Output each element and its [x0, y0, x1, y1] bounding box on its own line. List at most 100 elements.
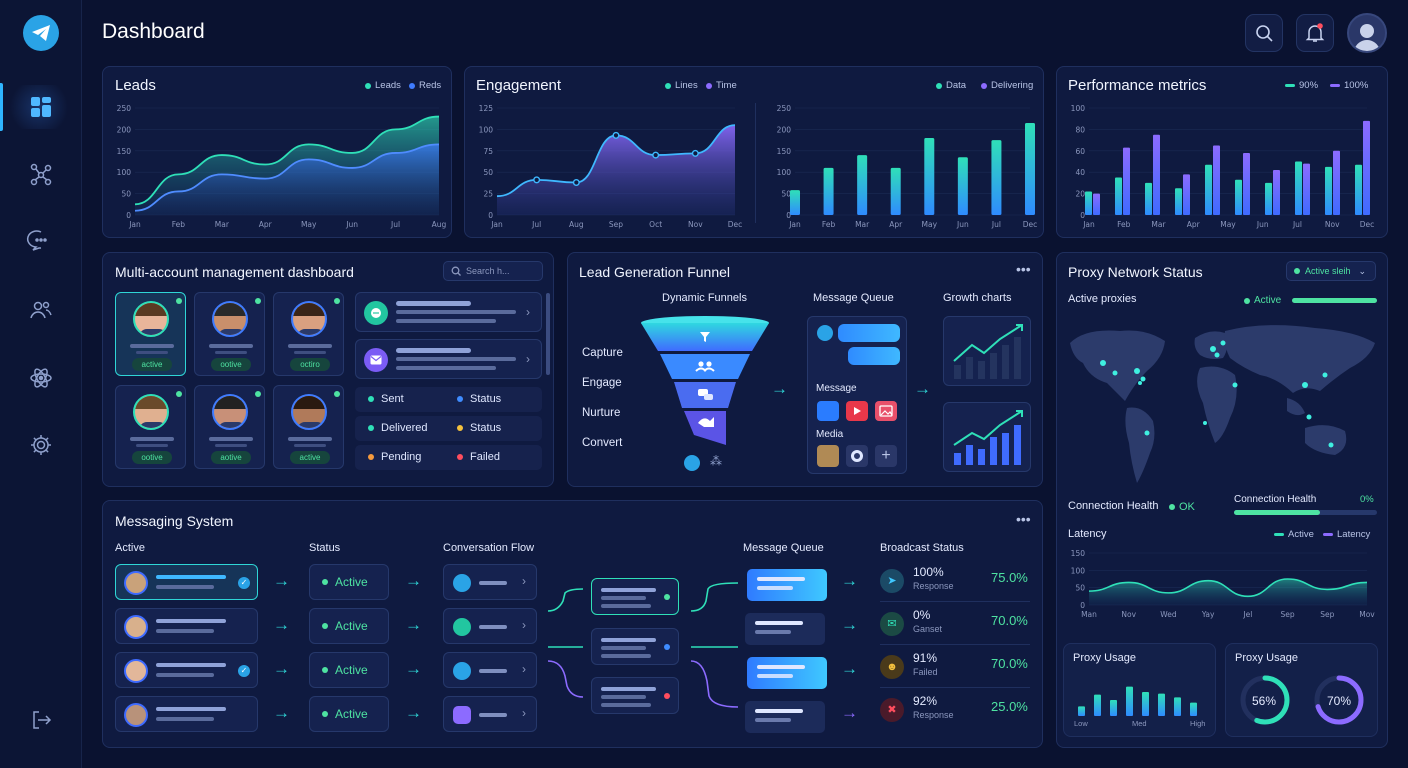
performance-bar-100 — [1213, 145, 1220, 215]
proxy-usage-bar — [1094, 694, 1101, 716]
perf-ytick: 40 — [1075, 168, 1085, 177]
arrow-icon: → — [405, 659, 422, 678]
arrow-icon: → — [405, 615, 422, 634]
nav-users-icon[interactable] — [0, 286, 82, 334]
eng-bar-xtick: Jul — [991, 220, 1001, 229]
broadcast-status-icon: ✖ — [880, 698, 904, 722]
account-status-badge: active — [290, 451, 330, 464]
account-card[interactable]: octiro — [273, 292, 344, 376]
notification-bell-icon[interactable] — [1296, 14, 1334, 52]
col-active: Active — [115, 542, 145, 554]
telegram-logo-icon[interactable] — [23, 15, 59, 51]
funnel-stage-nurture: Nurture — [582, 407, 621, 419]
more-options-icon[interactable]: ••• — [1016, 511, 1031, 527]
add-media-icon[interactable]: + — [875, 445, 897, 467]
nav-logout-icon[interactable] — [0, 696, 82, 744]
broadcast-pct: 70.0% — [991, 656, 1028, 671]
eng-bar-xtick: Dec — [1023, 220, 1038, 229]
status-text: Active — [335, 707, 368, 721]
eng-bar-xtick: Jun — [956, 220, 969, 229]
engagement-point — [612, 131, 620, 139]
proxy-usage-donut-card: Proxy Usage 56% 70% — [1225, 643, 1378, 737]
arrow-icon: → — [841, 571, 858, 590]
funnel-col-growth: Growth charts — [943, 292, 1012, 304]
broadcast-sub: Response — [913, 581, 954, 591]
eng-line-ytick: 125 — [479, 104, 494, 113]
message-card-2[interactable]: › — [355, 339, 542, 379]
world-map — [1070, 325, 1375, 483]
perf-xtick: Jul — [1292, 220, 1302, 229]
latency-xtick: Jel — [1242, 610, 1252, 619]
engagement-bar — [924, 137, 935, 215]
latency-xtick: Yay — [1201, 610, 1215, 619]
flow-node-1[interactable] — [591, 578, 679, 615]
arrow-icon: → — [273, 571, 290, 590]
chevron-right-icon: › — [526, 352, 530, 366]
chevron-right-icon: › — [522, 574, 526, 588]
active-user-row[interactable]: ✓ — [115, 652, 258, 688]
scrollbar[interactable] — [546, 293, 550, 375]
engagement-legend-delivering: Delivering — [981, 80, 1033, 91]
conversation-flow-item[interactable]: › — [443, 696, 537, 732]
nav-network-icon[interactable] — [0, 150, 82, 198]
account-card[interactable]: ootive — [194, 292, 265, 376]
eng-line-xtick: Sep — [609, 220, 623, 229]
user-avatar[interactable] — [1347, 13, 1387, 53]
active-proxies-status: Active — [1244, 295, 1281, 306]
eng-line-xtick: Jan — [490, 220, 503, 229]
engagement-area — [497, 125, 735, 215]
nav-messages-icon[interactable] — [0, 217, 82, 265]
eng-bar-ytick: 250 — [777, 104, 792, 113]
eng-bar-ytick: 50 — [781, 190, 791, 199]
nav-dashboard-icon[interactable] — [0, 83, 82, 131]
performance-bar-90 — [1325, 166, 1332, 215]
account-card[interactable]: ootive — [115, 385, 186, 469]
account-card[interactable]: active — [273, 385, 344, 469]
performance-bar-90 — [1235, 179, 1242, 215]
arrow-icon: → — [771, 379, 788, 398]
message-card-1[interactable]: › — [355, 292, 542, 332]
leads-legend-leads: Leads — [365, 80, 401, 91]
latency-legend-active: Active — [1274, 529, 1314, 540]
proxy-filter-dropdown[interactable]: Active sleih ⌄ — [1286, 261, 1376, 281]
leads-xtick: Mar — [215, 220, 230, 229]
performance-bar-90 — [1115, 177, 1122, 215]
page-title: Dashboard — [102, 20, 205, 43]
nav-settings-icon[interactable] — [0, 421, 82, 469]
performance-legend-100: 100% — [1330, 80, 1368, 91]
conversation-flow-item[interactable]: › — [443, 652, 537, 688]
account-avatar — [212, 301, 248, 337]
account-card[interactable]: active — [115, 292, 186, 376]
active-user-row[interactable] — [115, 608, 258, 644]
account-search-input[interactable]: Search h... — [443, 261, 543, 281]
leads-ytick: 150 — [117, 147, 132, 156]
nav-integrations-icon[interactable] — [0, 354, 82, 402]
status-text: Active — [335, 575, 368, 589]
active-user-row[interactable] — [115, 696, 258, 732]
search-icon[interactable] — [1245, 14, 1283, 52]
conversation-flow-item[interactable]: › — [443, 564, 537, 600]
user-avatar — [124, 571, 148, 595]
flow-node-3[interactable] — [591, 677, 679, 714]
broadcast-value: 100% — [913, 565, 944, 579]
online-indicator — [176, 298, 182, 304]
engagement-bar — [991, 140, 1002, 215]
engagement-point — [572, 178, 580, 186]
flow-node-2[interactable] — [591, 628, 679, 665]
engagement-bar — [890, 167, 901, 215]
more-options-icon[interactable]: ••• — [1016, 261, 1031, 277]
active-user-row[interactable]: ✓ — [115, 564, 258, 600]
broadcast-status-icon: ➤ — [880, 569, 904, 593]
engagement-bar — [1025, 122, 1035, 215]
multi-account-title: Multi-account management dashboard — [115, 264, 354, 280]
latency-xtick: Man — [1081, 610, 1097, 619]
account-avatar — [291, 394, 327, 430]
account-avatar — [133, 394, 169, 430]
account-card[interactable]: aotive — [194, 385, 265, 469]
conversation-flow-item[interactable]: › — [443, 608, 537, 644]
engagement-bar — [857, 155, 868, 215]
broadcast-value: 0% — [913, 608, 931, 622]
